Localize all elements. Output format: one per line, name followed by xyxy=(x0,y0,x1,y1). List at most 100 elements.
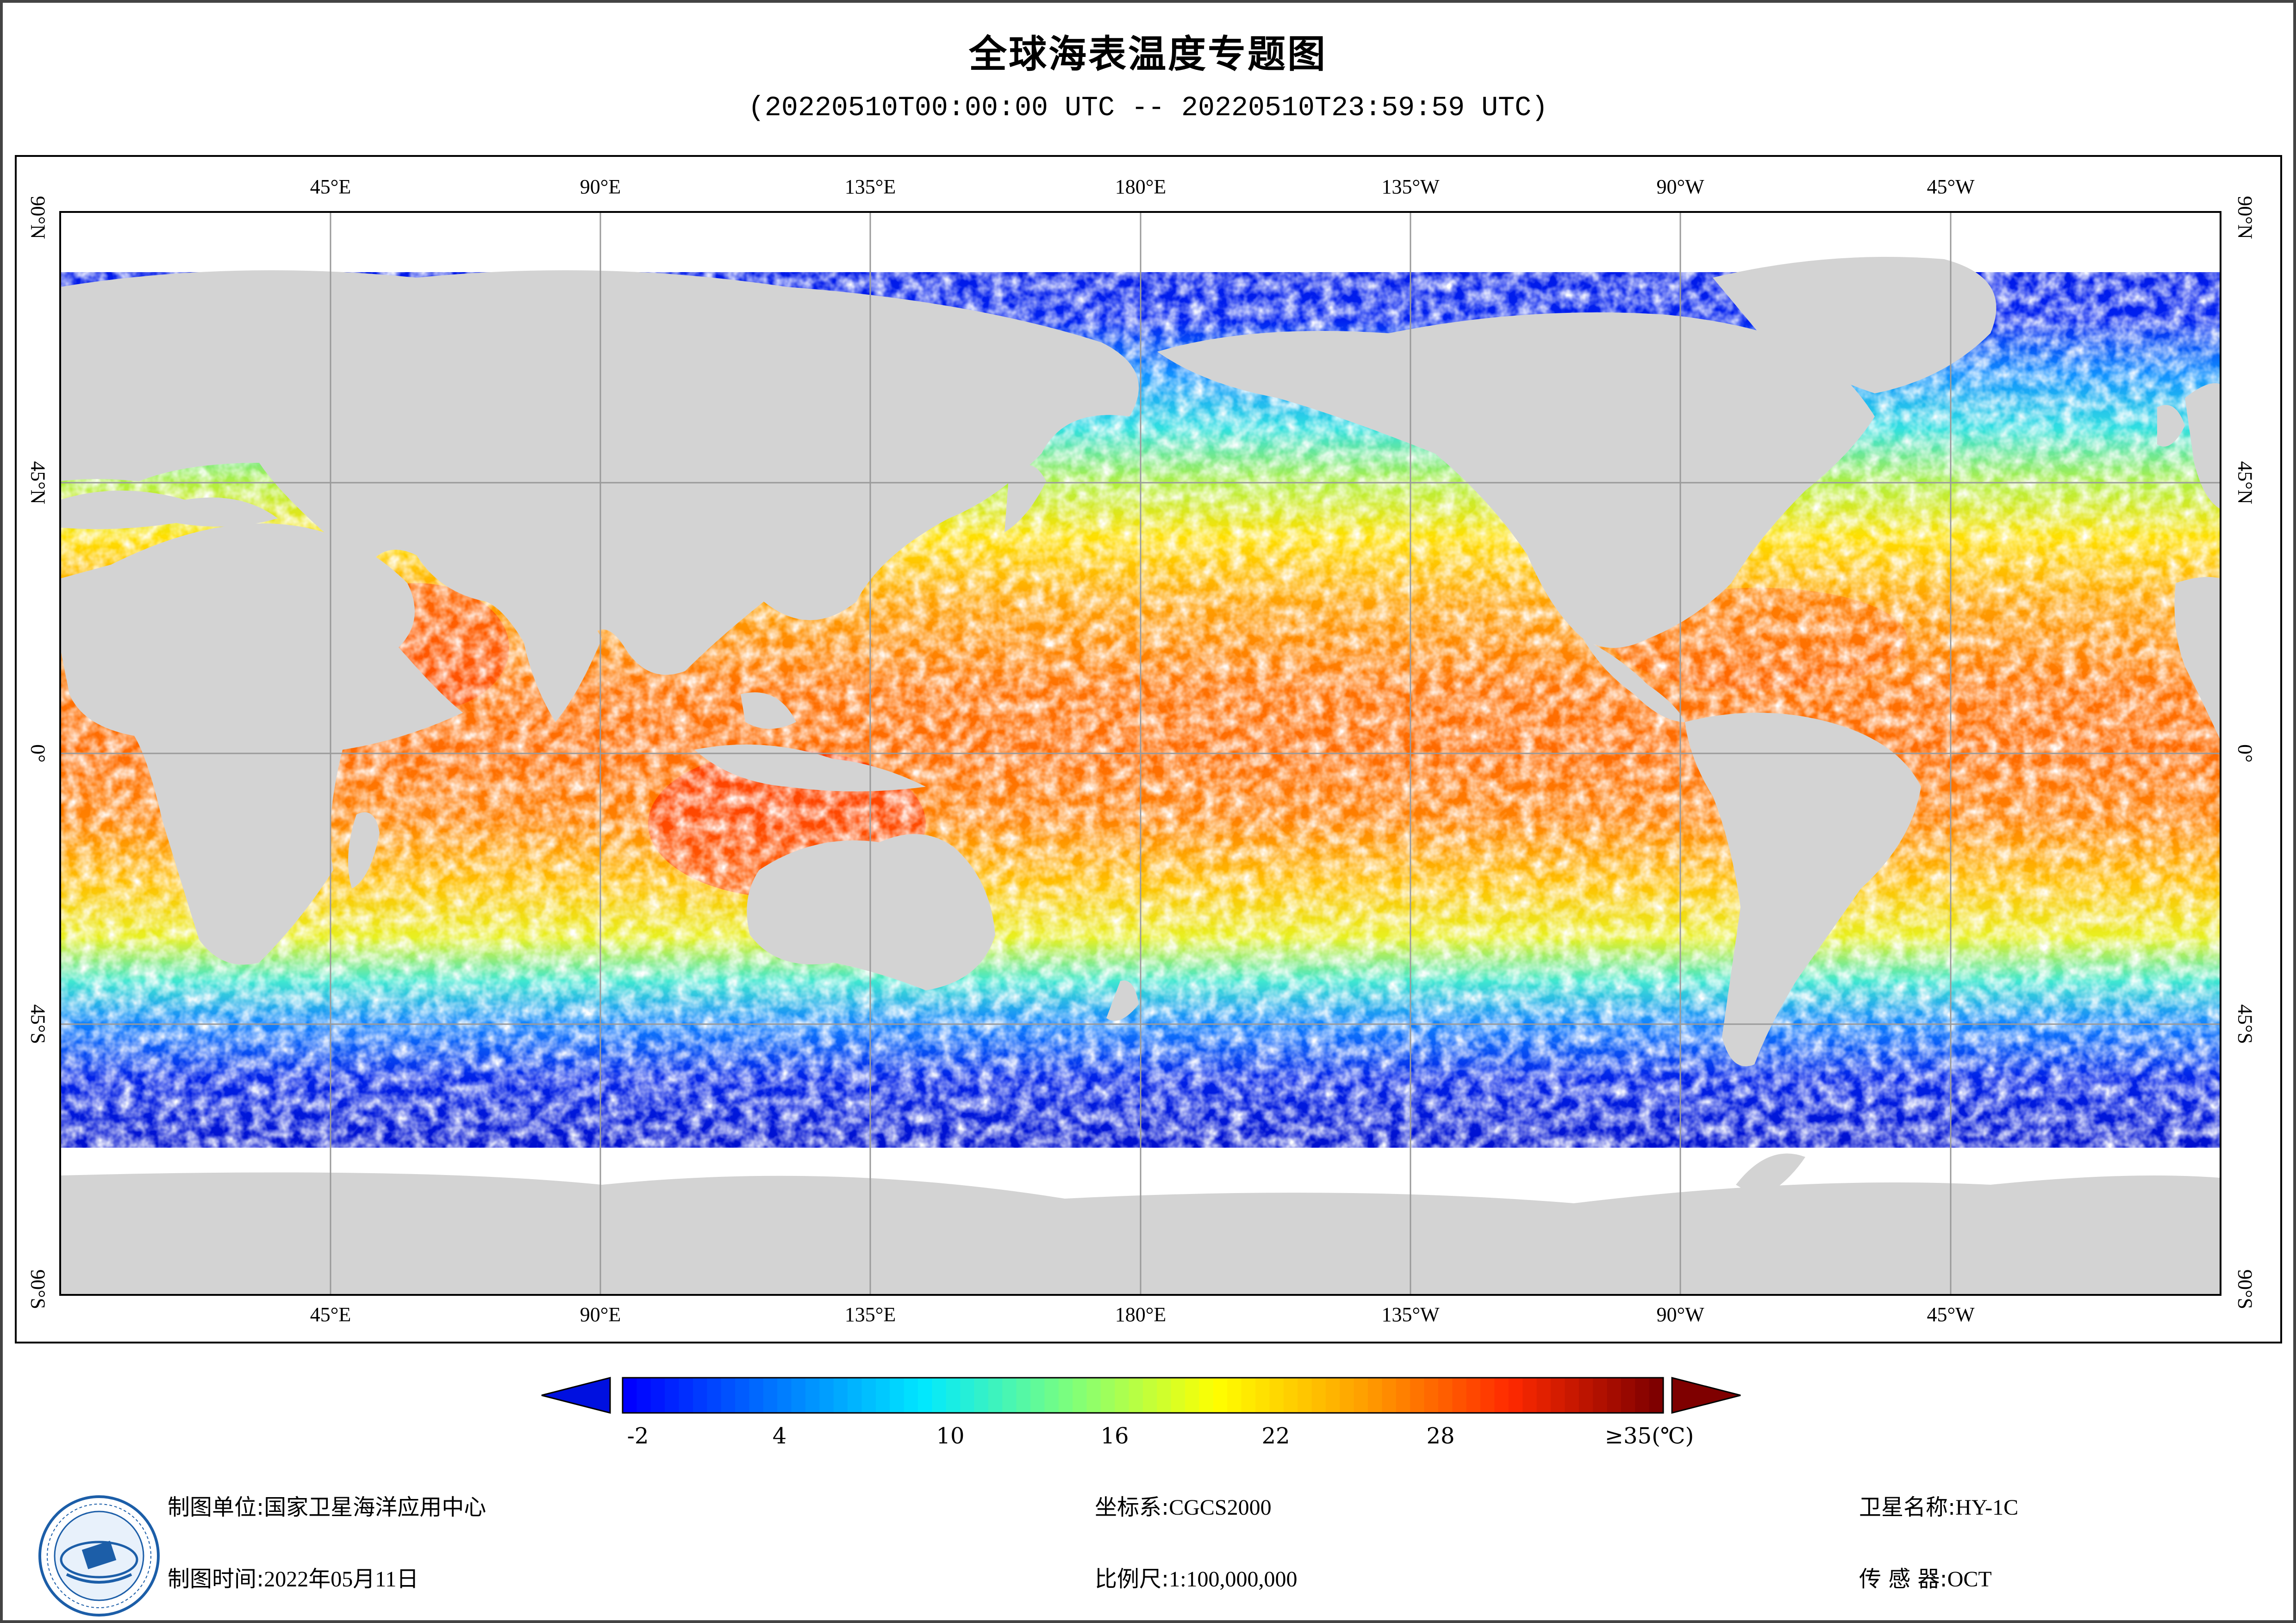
colorbar-label: 16 xyxy=(1100,1423,1129,1449)
colorbar-cell xyxy=(623,1378,637,1413)
map-scale-label: 比例尺: xyxy=(1095,1566,1169,1592)
colorbar-cell xyxy=(1480,1378,1495,1413)
colorbar-cell xyxy=(1298,1378,1312,1413)
colorbar-cell xyxy=(1522,1378,1537,1413)
colorbar-cell xyxy=(1635,1378,1650,1413)
lat-tick-left: 90°S xyxy=(26,1269,50,1310)
lon-tick-bottom: 135°E xyxy=(844,1303,896,1326)
map-producer-value: 国家卫星海洋应用中心 xyxy=(264,1494,487,1520)
map-date-value: 2022年05月11日 xyxy=(264,1567,419,1592)
colorbar-cell xyxy=(763,1378,778,1413)
colorbar-cell xyxy=(1058,1378,1073,1413)
lon-tick-top: 45°W xyxy=(1927,175,1975,198)
lon-tick-bottom: 90°E xyxy=(580,1303,621,1326)
lat-tick-right: 90°S xyxy=(2234,1269,2257,1310)
colorbar-cell xyxy=(1227,1378,1242,1413)
sensor-name: 传 感 器:OCT xyxy=(1859,1561,1992,1593)
graticule xyxy=(60,212,2221,1295)
colorbar-cell xyxy=(665,1378,680,1413)
colorbar-cell xyxy=(1354,1378,1368,1413)
colorbar-cell xyxy=(1100,1378,1115,1413)
colorbar-label: 28 xyxy=(1426,1423,1455,1449)
lon-tick-bottom: 45°E xyxy=(310,1303,351,1326)
lat-tick-left: 0° xyxy=(26,744,50,763)
colorbar-cell xyxy=(721,1378,736,1413)
colorbar-cell xyxy=(1002,1378,1017,1413)
colorbar-cell xyxy=(960,1378,975,1413)
lon-tick-bottom: 90°W xyxy=(1656,1303,1704,1326)
colorbar-cell xyxy=(1565,1378,1579,1413)
lon-tick-top: 90°E xyxy=(580,175,621,198)
colorbar-cell xyxy=(1016,1378,1031,1413)
colorbar-cell xyxy=(1607,1378,1622,1413)
colorbar-cell xyxy=(1593,1378,1608,1413)
colorbar-cell xyxy=(1115,1378,1129,1413)
colorbar-cell xyxy=(1438,1378,1453,1413)
colorbar-cell xyxy=(988,1378,1003,1413)
colorbar-cell xyxy=(1396,1378,1410,1413)
colorbar-cell xyxy=(1143,1378,1157,1413)
lon-tick-bottom: 45°W xyxy=(1927,1303,1975,1326)
satellite-name-value: HY-1C xyxy=(1955,1495,2019,1520)
lon-tick-top: 135°E xyxy=(844,175,896,198)
lat-tick-right: 45°N xyxy=(2234,461,2257,504)
colorbar-cell xyxy=(1241,1378,1256,1413)
lon-tick-top: 135°W xyxy=(1381,175,1440,198)
colorbar-cell xyxy=(1171,1378,1185,1413)
map-date: 制图时间:2022年05月11日 xyxy=(168,1561,418,1593)
colorbar-cell xyxy=(735,1378,750,1413)
coordinate-system: 坐标系:CGCS2000 xyxy=(1095,1489,1272,1521)
colorbar-cell xyxy=(1340,1378,1354,1413)
sensor-name-value: OCT xyxy=(1947,1567,1992,1592)
colorbar-min-arrow xyxy=(541,1377,611,1414)
map-title: 全球海表温度专题图 xyxy=(968,32,1327,76)
colorbar-cell xyxy=(1311,1378,1326,1413)
colorbar-cell xyxy=(1424,1378,1439,1413)
colorbar-cell xyxy=(805,1378,820,1413)
map-neatline xyxy=(59,211,2221,1296)
colorbar-cell xyxy=(1368,1378,1383,1413)
map-producer: 制图单位:国家卫星海洋应用中心 xyxy=(168,1489,486,1521)
colorbar-cell xyxy=(777,1378,792,1413)
lon-tick-bottom: 135°W xyxy=(1381,1303,1440,1326)
colorbar-cell xyxy=(679,1378,693,1413)
map-date-label: 制图时间: xyxy=(168,1566,264,1592)
colorbar-cell xyxy=(749,1378,764,1413)
colorbar-cell xyxy=(1410,1378,1425,1413)
colorbar-max-arrow xyxy=(1671,1377,1741,1414)
lat-tick-right: 90°N xyxy=(2234,196,2257,239)
map-scale-value: 1:100,000,000 xyxy=(1169,1567,1298,1592)
colorbar-cell xyxy=(1325,1378,1340,1413)
colorbar xyxy=(541,1377,1741,1414)
coordinate-system-value: CGCS2000 xyxy=(1169,1495,1272,1520)
colorbar-cell xyxy=(707,1378,722,1413)
colorbar-label: 22 xyxy=(1261,1423,1290,1449)
coordinate-system-label: 坐标系: xyxy=(1095,1494,1169,1520)
colorbar-cell xyxy=(1213,1378,1228,1413)
colorbar-cell xyxy=(650,1378,665,1413)
colorbar-cell xyxy=(1086,1378,1101,1413)
colorbar-cell xyxy=(1466,1378,1481,1413)
colorbar-cell xyxy=(1283,1378,1298,1413)
lat-tick-left: 45°S xyxy=(26,1004,50,1045)
colorbar-cell xyxy=(693,1378,707,1413)
colorbar-cell xyxy=(875,1378,890,1413)
colorbar-cell xyxy=(791,1378,806,1413)
colorbar-cell xyxy=(974,1378,989,1413)
lat-tick-left: 90°N xyxy=(26,196,50,239)
colorbar-cell xyxy=(904,1378,918,1413)
lon-tick-bottom: 180°E xyxy=(1115,1303,1167,1326)
colorbar-cell xyxy=(1255,1378,1270,1413)
nsoas-logo xyxy=(38,1495,160,1617)
colorbar-cell xyxy=(1508,1378,1523,1413)
colorbar-cell xyxy=(932,1378,947,1413)
lon-tick-top: 180°E xyxy=(1115,175,1167,198)
colorbar-cell xyxy=(1199,1378,1214,1413)
satellite-name-label: 卫星名称: xyxy=(1859,1494,1956,1520)
colorbar-cell xyxy=(1452,1378,1467,1413)
colorbar-cell xyxy=(833,1378,848,1413)
colorbar-cell xyxy=(1621,1378,1635,1413)
colorbar-cell xyxy=(1073,1378,1087,1413)
